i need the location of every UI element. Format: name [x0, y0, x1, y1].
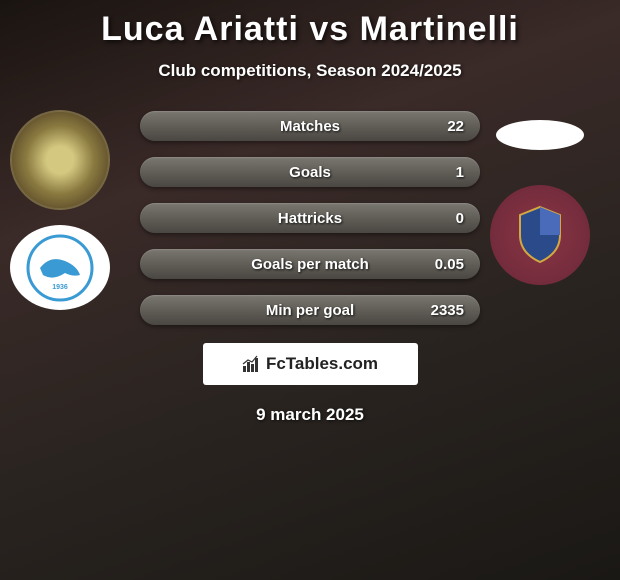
chart-icon — [242, 355, 260, 373]
stat-value: 1 — [404, 164, 464, 181]
stat-bar-goals-per-match: Goals per match 0.05 — [140, 249, 480, 279]
main-container: Luca Ariatti vs Martinelli Club competit… — [0, 0, 620, 425]
stats-column: Matches 22 Goals 1 Hattricks 0 Goals per… — [140, 111, 480, 325]
stat-label: Goals — [216, 164, 404, 181]
stats-section: Matches 22 Goals 1 Hattricks 0 Goals per… — [0, 111, 620, 325]
date: 9 march 2025 — [0, 405, 620, 425]
stat-value: 0 — [404, 210, 464, 227]
stat-label: Min per goal — [216, 302, 404, 319]
stat-value: 2335 — [404, 302, 464, 319]
stat-value: 0.05 — [404, 256, 464, 273]
watermark: FcTables.com — [203, 343, 418, 385]
stat-bar-goals: Goals 1 — [140, 157, 480, 187]
stat-label: Hattricks — [216, 210, 404, 227]
stat-value: 22 — [404, 118, 464, 135]
stat-bar-matches: Matches 22 — [140, 111, 480, 141]
stat-label: Goals per match — [216, 256, 404, 273]
stat-bar-hattricks: Hattricks 0 — [140, 203, 480, 233]
page-title: Luca Ariatti vs Martinelli — [0, 10, 620, 49]
watermark-text: FcTables.com — [266, 354, 378, 374]
stat-bar-min-per-goal: Min per goal 2335 — [140, 295, 480, 325]
subtitle: Club competitions, Season 2024/2025 — [0, 61, 620, 81]
stat-label: Matches — [216, 118, 404, 135]
